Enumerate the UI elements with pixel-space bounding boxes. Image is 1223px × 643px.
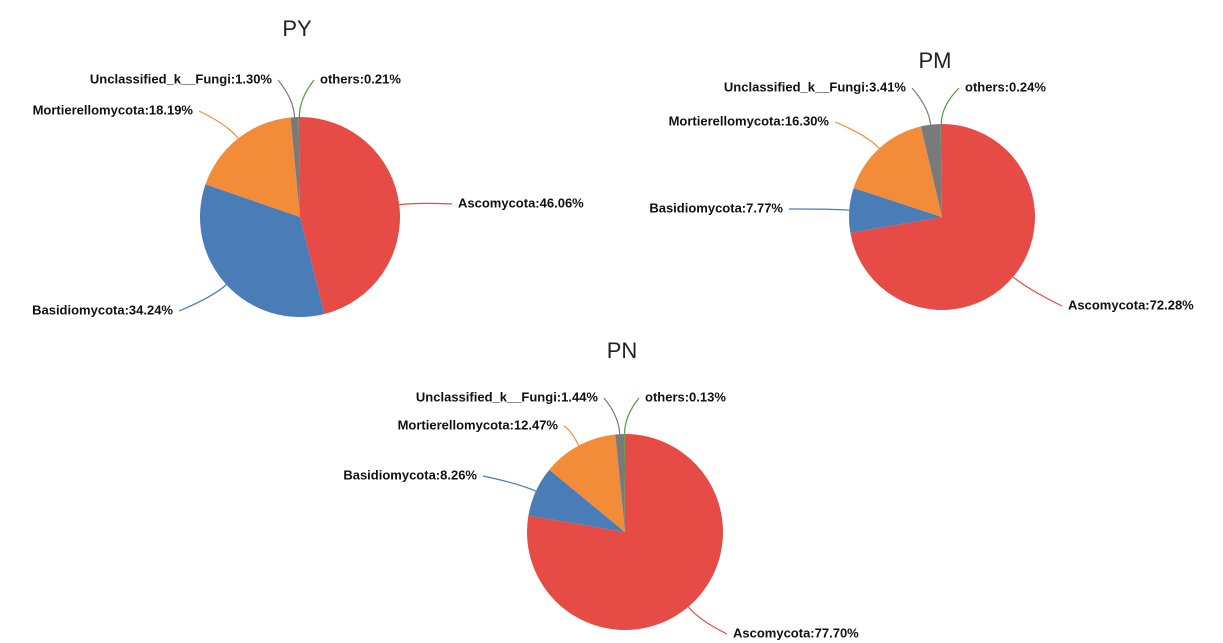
- data-label: Mortierellomycota:12.47%: [398, 417, 559, 432]
- pie-slice: [300, 117, 400, 314]
- data-label: Ascomycota:77.70%: [733, 625, 859, 640]
- pie-slice: [850, 124, 1035, 310]
- pie-slice: [615, 434, 625, 532]
- chart-title: PM: [919, 48, 952, 73]
- data-label: Basidiomycota:8.26%: [343, 467, 477, 482]
- data-label: Unclassified_k__Fungi:3.41%: [724, 79, 907, 94]
- leader-line: [482, 475, 537, 492]
- pie-slice: [298, 117, 300, 217]
- data-label: others:0.13%: [645, 389, 726, 404]
- chart-title: PN: [607, 338, 638, 363]
- data-label: Unclassified_k__Fungi:1.30%: [90, 71, 273, 86]
- pie-slice: [549, 434, 625, 532]
- pie-slice: [853, 126, 942, 217]
- data-label: Mortierellomycota:16.30%: [669, 113, 830, 128]
- pie-slice: [624, 434, 625, 532]
- leader-line: [834, 121, 880, 149]
- data-label: Unclassified_k__Fungi:1.44%: [416, 389, 599, 404]
- leader-line: [277, 79, 296, 118]
- leader-line: [1012, 276, 1063, 307]
- leader-line: [911, 87, 932, 125]
- data-label: Ascomycota:46.06%: [458, 195, 584, 210]
- data-label: others:0.24%: [965, 79, 1046, 94]
- leader-line: [178, 284, 227, 312]
- data-label: Ascomycota:72.28%: [1068, 297, 1194, 312]
- pie-slice: [199, 184, 325, 317]
- chart-title: PY: [282, 16, 312, 41]
- leader-line: [788, 208, 850, 211]
- data-label: Basidiomycota:34.24%: [32, 302, 173, 317]
- leader-line: [687, 606, 728, 635]
- leader-line: [623, 397, 640, 435]
- data-label: others:0.21%: [320, 71, 401, 86]
- leader-line: [940, 87, 960, 125]
- pie-slice: [920, 124, 942, 217]
- pie-slice: [528, 469, 625, 532]
- leader-line: [563, 425, 580, 446]
- leader-line: [298, 79, 315, 118]
- pie-slice: [205, 117, 300, 217]
- data-label: Basidiomycota:7.77%: [649, 200, 783, 215]
- leader-line: [603, 397, 621, 435]
- leader-line: [399, 202, 453, 206]
- pie-slice: [290, 117, 300, 217]
- pie-slice: [940, 124, 942, 217]
- data-label: Mortierellomycota:18.19%: [33, 102, 194, 117]
- pie-slice: [849, 187, 942, 233]
- leader-line: [198, 110, 239, 139]
